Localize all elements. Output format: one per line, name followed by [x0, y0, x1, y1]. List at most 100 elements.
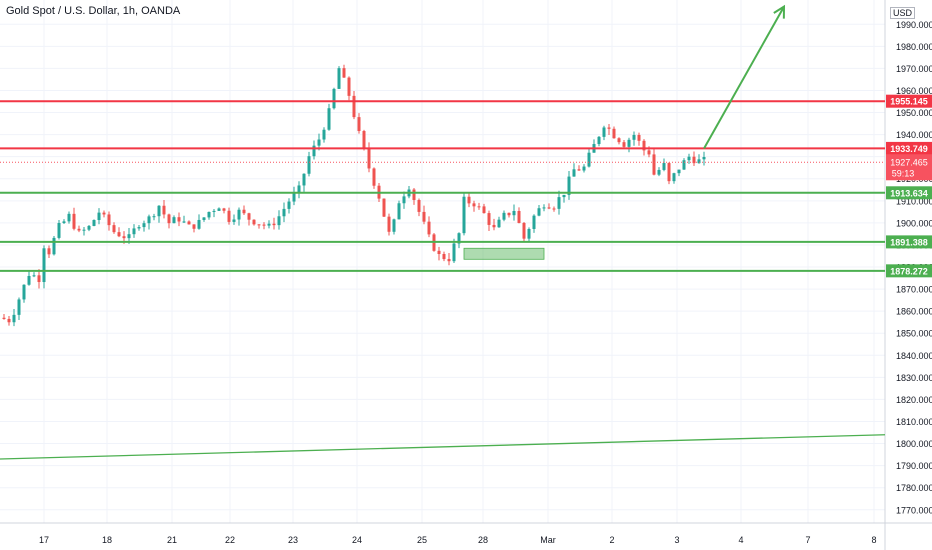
y-tick-label: 1910.000	[896, 196, 932, 206]
candle	[587, 148, 591, 168]
candle	[357, 113, 361, 134]
candle-body	[17, 299, 21, 315]
candle-body	[277, 216, 281, 226]
candles	[2, 64, 706, 327]
candle	[457, 232, 461, 249]
candle	[347, 76, 351, 101]
price-level-label: 1955.145	[890, 97, 928, 107]
candle-body	[252, 219, 256, 225]
candle-body	[567, 176, 571, 195]
candle-body	[472, 203, 476, 207]
candle-body	[342, 68, 346, 78]
candle	[262, 222, 266, 230]
candle	[267, 220, 271, 229]
candle-body	[402, 196, 406, 204]
candle-body	[512, 210, 516, 216]
x-tick-label: 25	[417, 535, 427, 545]
candle	[462, 192, 466, 236]
candle	[97, 208, 101, 225]
candle-body	[302, 173, 306, 186]
candle	[67, 211, 71, 224]
candle	[417, 198, 421, 217]
candle-body	[467, 196, 471, 204]
candle-body	[127, 234, 131, 239]
candle-body	[2, 317, 6, 319]
candle-body	[642, 140, 646, 151]
candle	[282, 202, 286, 223]
candle	[487, 210, 491, 232]
candle	[687, 153, 691, 164]
candle-body	[147, 216, 151, 224]
candle	[562, 194, 566, 203]
candle	[252, 219, 256, 226]
candle-body	[242, 209, 246, 214]
candle-body	[437, 250, 441, 255]
candle-body	[287, 201, 291, 209]
candle	[42, 245, 46, 289]
candle-body	[422, 211, 426, 222]
x-tick-label: 22	[225, 535, 235, 545]
candle	[422, 205, 426, 225]
candle	[132, 224, 136, 238]
candle-body	[192, 224, 196, 229]
candle-body	[632, 134, 636, 140]
candle-body	[227, 210, 231, 222]
candle-body	[317, 139, 321, 146]
current-price-label: 1927.465	[890, 157, 928, 167]
candle	[57, 220, 61, 240]
candle	[172, 215, 176, 224]
candle	[497, 216, 501, 228]
currency-unit[interactable]: USD	[890, 7, 916, 19]
candle-body	[672, 173, 676, 182]
candle	[277, 210, 281, 230]
candle-body	[97, 212, 101, 221]
candle-body	[502, 212, 506, 220]
candle-body	[337, 68, 341, 89]
candle-body	[222, 208, 226, 211]
candle-body	[332, 88, 336, 109]
candle-body	[447, 259, 451, 262]
candle	[177, 212, 181, 227]
price-level-tag	[886, 141, 932, 155]
candle	[7, 316, 11, 326]
candle	[257, 224, 261, 229]
y-tick-label: 1950.000	[896, 108, 932, 118]
candle-body	[692, 156, 696, 164]
bar-countdown: 59:13	[892, 168, 915, 178]
candle	[92, 219, 96, 227]
candle-body	[327, 108, 331, 130]
candle	[602, 125, 606, 141]
candle-body	[572, 169, 576, 177]
candle	[82, 227, 86, 236]
candle-body	[442, 254, 446, 260]
candle-body	[152, 216, 156, 218]
candle-body	[42, 248, 46, 283]
x-tick-label: 18	[102, 535, 112, 545]
candle-body	[207, 211, 211, 218]
candle	[72, 207, 76, 231]
candle-body	[552, 208, 556, 210]
candle-body	[542, 207, 546, 209]
candle	[467, 193, 471, 208]
candle	[2, 314, 6, 320]
x-tick-label: 24	[352, 535, 362, 545]
candle	[597, 136, 601, 147]
candle-body	[297, 185, 301, 193]
candle-body	[392, 219, 396, 232]
candle	[472, 200, 476, 212]
candle	[492, 218, 496, 231]
candle-body	[27, 275, 31, 285]
candle-body	[462, 196, 466, 234]
x-tick-label: 3	[674, 535, 679, 545]
x-tick-label: Mar	[540, 535, 556, 545]
candle	[577, 165, 581, 171]
x-tick-label: 17	[39, 535, 49, 545]
candle-body	[547, 207, 551, 209]
candle	[112, 222, 116, 234]
candle-body	[77, 228, 81, 231]
candle	[337, 66, 341, 90]
candle-body	[177, 217, 181, 222]
candle-body	[67, 213, 71, 222]
candle	[232, 214, 236, 225]
